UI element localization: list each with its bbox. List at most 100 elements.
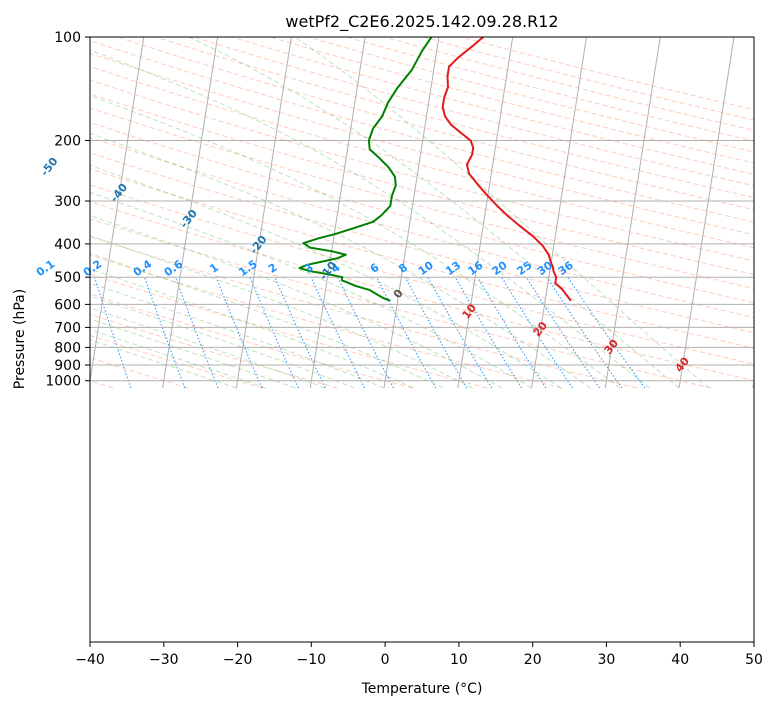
mixing-ratio-label: 30 <box>535 258 555 278</box>
mixing-ratio-line <box>174 277 219 389</box>
dry-adiabat <box>90 136 754 319</box>
dry-adiabat <box>193 37 754 187</box>
mixing-ratio-line <box>215 277 263 389</box>
moist-adiabat <box>90 329 267 389</box>
mixing-ratio-label: 0.2 <box>81 257 104 279</box>
y-tick-label: 600 <box>54 297 81 313</box>
dewpoint-profile <box>298 37 433 302</box>
dry-adiabat <box>90 254 563 389</box>
y-axis-label: Pressure (hPa) <box>12 289 28 389</box>
mixing-ratio-line <box>546 276 623 389</box>
mixing-ratio-line <box>404 276 468 389</box>
moist-adiabat <box>90 215 503 389</box>
mixing-ratio-line <box>310 276 366 389</box>
mixing-ratio-label: 20 <box>490 258 510 278</box>
isotherm-label: -20 <box>247 233 270 257</box>
isotherm-label: 0 <box>391 287 406 301</box>
x-tick-label: −10 <box>297 652 327 668</box>
moist-adiabat <box>90 295 355 389</box>
isotherm-label: -30 <box>177 207 200 231</box>
moist-adiabat <box>90 235 473 389</box>
isotherm-label: -50 <box>38 155 61 179</box>
line-labels: 0.10.20.40.611.52346810131620253036-100-… <box>34 155 692 375</box>
x-tick-label: 30 <box>597 652 615 668</box>
mixing-ratio-label: 6 <box>368 261 382 276</box>
isotherm-line <box>162 37 219 389</box>
dry-adiabat <box>90 93 754 276</box>
mixing-ratio-line <box>94 277 132 389</box>
mixing-ratio-line <box>477 276 547 389</box>
y-tick-label: 700 <box>54 320 81 336</box>
moist-adiabat <box>90 339 237 389</box>
x-axis-label: Temperature (°C) <box>361 681 483 697</box>
dry-adiabat <box>90 122 754 304</box>
dry-adiabat <box>90 236 637 389</box>
mixing-ratio-line <box>454 276 523 389</box>
mixing-ratio-label: 8 <box>396 261 410 276</box>
dry-adiabat <box>116 37 754 211</box>
mixing-ratio-line <box>501 276 573 389</box>
y-tick-label: 300 <box>54 194 81 210</box>
mixing-ratio-line <box>144 277 186 389</box>
dry-adiabat <box>90 273 488 389</box>
isotherm-label: 30 <box>601 337 621 357</box>
dry-adiabat <box>460 37 754 111</box>
mixing-ratio-line <box>427 276 493 389</box>
y-tick-label: 400 <box>54 237 81 253</box>
moist-adiabat <box>90 49 650 389</box>
dry-adiabat <box>90 152 754 334</box>
moist-adiabat <box>90 164 562 389</box>
isotherm-line <box>457 37 514 389</box>
x-tick-label: 10 <box>450 652 468 668</box>
moist-adiabat <box>90 191 532 389</box>
isotherm-line <box>752 377 754 389</box>
dry-adiabat <box>90 52 754 236</box>
mixing-ratio-label: 16 <box>465 258 485 278</box>
isotherm-line <box>90 37 145 385</box>
isotherm-line <box>383 37 440 389</box>
dry-adiabat <box>90 357 188 389</box>
moist-adiabat <box>188 37 680 389</box>
y-tick-label: 200 <box>54 134 81 150</box>
isotherm-line <box>678 37 735 389</box>
isotherm-line <box>531 37 587 389</box>
dry-adiabat <box>90 184 754 365</box>
mixing-ratio-label: 25 <box>514 259 534 278</box>
mixing-ratio-label: 0.4 <box>131 257 155 279</box>
moist-adiabat <box>90 252 444 389</box>
chart-title: wetPf2_C2E6.2025.142.09.28.R12 <box>285 12 558 32</box>
isotherm-line <box>604 37 661 389</box>
x-tick-label: 20 <box>524 652 542 668</box>
mixing-ratio-line <box>274 276 326 389</box>
dry-adiabat <box>90 313 338 389</box>
x-tick-label: −30 <box>149 652 179 668</box>
x-tick-label: 0 <box>381 652 390 668</box>
grid-lines <box>90 37 754 389</box>
plot-frame <box>89 36 755 643</box>
x-tick-label: −20 <box>223 652 253 668</box>
isotherm-line <box>235 37 292 389</box>
dry-adiabat <box>90 79 754 262</box>
y-tick-label: 500 <box>54 270 81 286</box>
background-lines <box>90 37 754 389</box>
moist-adiabat <box>90 132 591 389</box>
x-tick-label: 50 <box>745 652 763 668</box>
mixing-ratio-label: 10 <box>416 258 436 278</box>
moist-adiabat <box>90 95 621 389</box>
y-tick-label: 800 <box>54 340 81 356</box>
moist-adiabat <box>90 307 326 389</box>
y-tick-label: 100 <box>54 30 81 46</box>
dry-adiabat <box>90 201 754 382</box>
x-tick-label: −40 <box>75 652 105 668</box>
y-tick-label: 1000 <box>45 374 81 390</box>
mixing-ratio-line <box>337 276 394 389</box>
y-tick-label: 900 <box>54 358 81 374</box>
dry-adiabat <box>90 107 754 290</box>
isotherm-line <box>309 37 366 389</box>
profile-lines <box>298 37 572 302</box>
dry-adiabat <box>90 40 754 223</box>
temperature-profile <box>441 37 572 302</box>
x-tick-label: 40 <box>671 652 689 668</box>
